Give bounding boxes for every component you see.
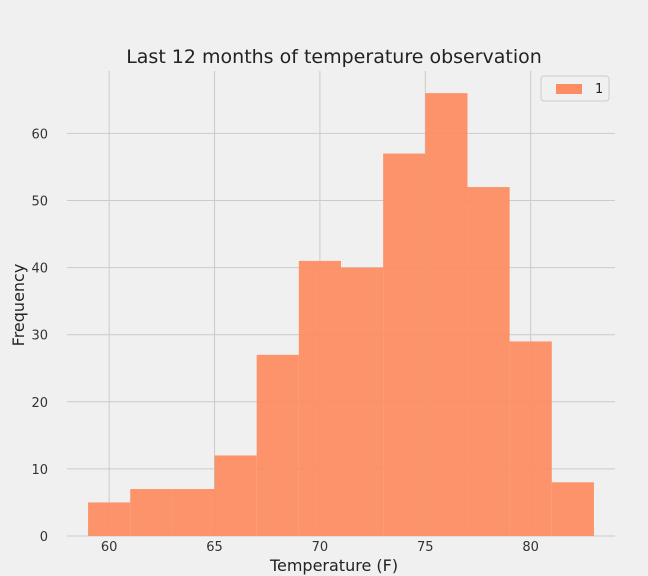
y-tick-label: 40 (31, 262, 48, 277)
bars (88, 93, 594, 537)
y-tick-label: 10 (31, 463, 48, 478)
histogram-bar (383, 153, 426, 536)
histogram-bar (214, 455, 257, 536)
legend-swatch (556, 84, 582, 94)
histogram-bar (130, 489, 173, 536)
y-tick-label: 0 (40, 530, 48, 545)
x-tick-label: 70 (312, 540, 329, 555)
histogram-bar (467, 187, 510, 536)
histogram-bar (425, 93, 468, 537)
x-tick-labels: 60 65 70 75 80 (101, 540, 539, 555)
histogram-bar (172, 489, 215, 536)
y-tick-label: 60 (31, 127, 48, 142)
x-tick-label: 65 (206, 540, 223, 555)
y-tick-label: 20 (31, 396, 48, 411)
histogram-bar (509, 341, 552, 536)
y-axis-label: Frequency (9, 264, 28, 347)
histogram-bar (88, 502, 131, 536)
x-tick-label: 80 (522, 540, 539, 555)
legend: 1 (540, 75, 610, 102)
y-tick-label: 30 (31, 329, 48, 344)
histogram-bar (341, 267, 384, 536)
x-tick-label: 60 (101, 540, 118, 555)
legend-entry-label: 1 (595, 82, 603, 97)
x-axis-label: Temperature (F) (269, 556, 398, 575)
histogram-bar (551, 482, 594, 536)
y-tick-label: 50 (31, 195, 48, 210)
x-tick-label: 75 (417, 540, 434, 555)
histogram-bar (256, 354, 299, 536)
histogram-bar (298, 260, 341, 536)
chart-title: Last 12 months of temperature observatio… (126, 46, 542, 68)
y-tick-labels: 0 10 20 30 40 50 60 (31, 127, 48, 545)
